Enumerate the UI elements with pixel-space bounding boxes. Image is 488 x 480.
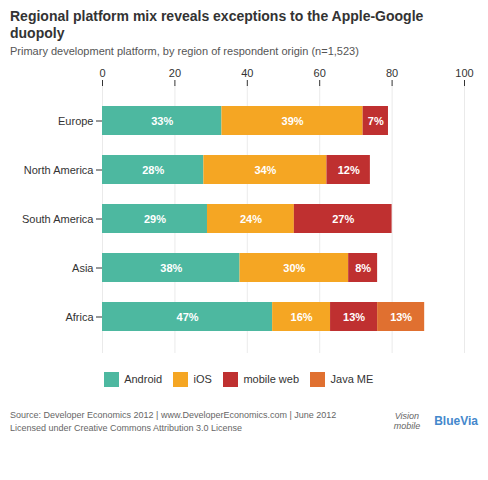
svg-text:33%: 33% xyxy=(151,114,173,126)
svg-text:39%: 39% xyxy=(282,114,304,126)
svg-text:34%: 34% xyxy=(254,163,276,175)
svg-text:13%: 13% xyxy=(390,310,412,322)
svg-text:60: 60 xyxy=(314,66,326,78)
svg-text:12%: 12% xyxy=(338,163,360,175)
html-text:Vision mobile: Vision mobile xyxy=(393,410,421,431)
svg-text:20: 20 xyxy=(169,66,181,78)
svg-text:28%: 28% xyxy=(142,163,164,175)
svg-text:38%: 38% xyxy=(160,261,182,273)
html-text:Source: Developer Economics 20: Source: Developer Economics 2012 | www.D… xyxy=(10,410,337,433)
svg-text:South America: South America xyxy=(22,212,94,224)
svg-text:13%: 13% xyxy=(343,310,365,322)
svg-text:7%: 7% xyxy=(368,114,384,126)
svg-text:8%: 8% xyxy=(355,261,371,273)
html-text:Regional platform mix reveals: Regional platform mix reveals exceptions… xyxy=(10,8,424,41)
svg-text:North America: North America xyxy=(24,163,95,175)
html-text:Java ME: Java ME xyxy=(330,373,374,386)
html-text:Android: Android xyxy=(124,373,163,386)
svg-text:30%: 30% xyxy=(283,261,305,273)
html-text:Primary development platform,: Primary development platform, by region … xyxy=(10,44,359,57)
svg-text:Europe: Europe xyxy=(58,114,93,126)
svg-text:24%: 24% xyxy=(240,212,262,224)
svg-text:16%: 16% xyxy=(291,310,313,322)
svg-text:Asia: Asia xyxy=(72,261,94,273)
html-text:mobile web: mobile web xyxy=(243,373,299,386)
html-text:iOS: iOS xyxy=(193,373,212,386)
svg-text:47%: 47% xyxy=(177,310,199,322)
svg-text:80: 80 xyxy=(386,66,398,78)
svg-text:27%: 27% xyxy=(332,212,354,224)
html-text:BlueVia: BlueVia xyxy=(434,414,478,429)
svg-text:Africa: Africa xyxy=(65,310,94,322)
svg-text:100: 100 xyxy=(455,66,473,78)
svg-text:0: 0 xyxy=(99,66,105,78)
svg-text:40: 40 xyxy=(241,66,253,78)
svg-text:29%: 29% xyxy=(144,212,166,224)
